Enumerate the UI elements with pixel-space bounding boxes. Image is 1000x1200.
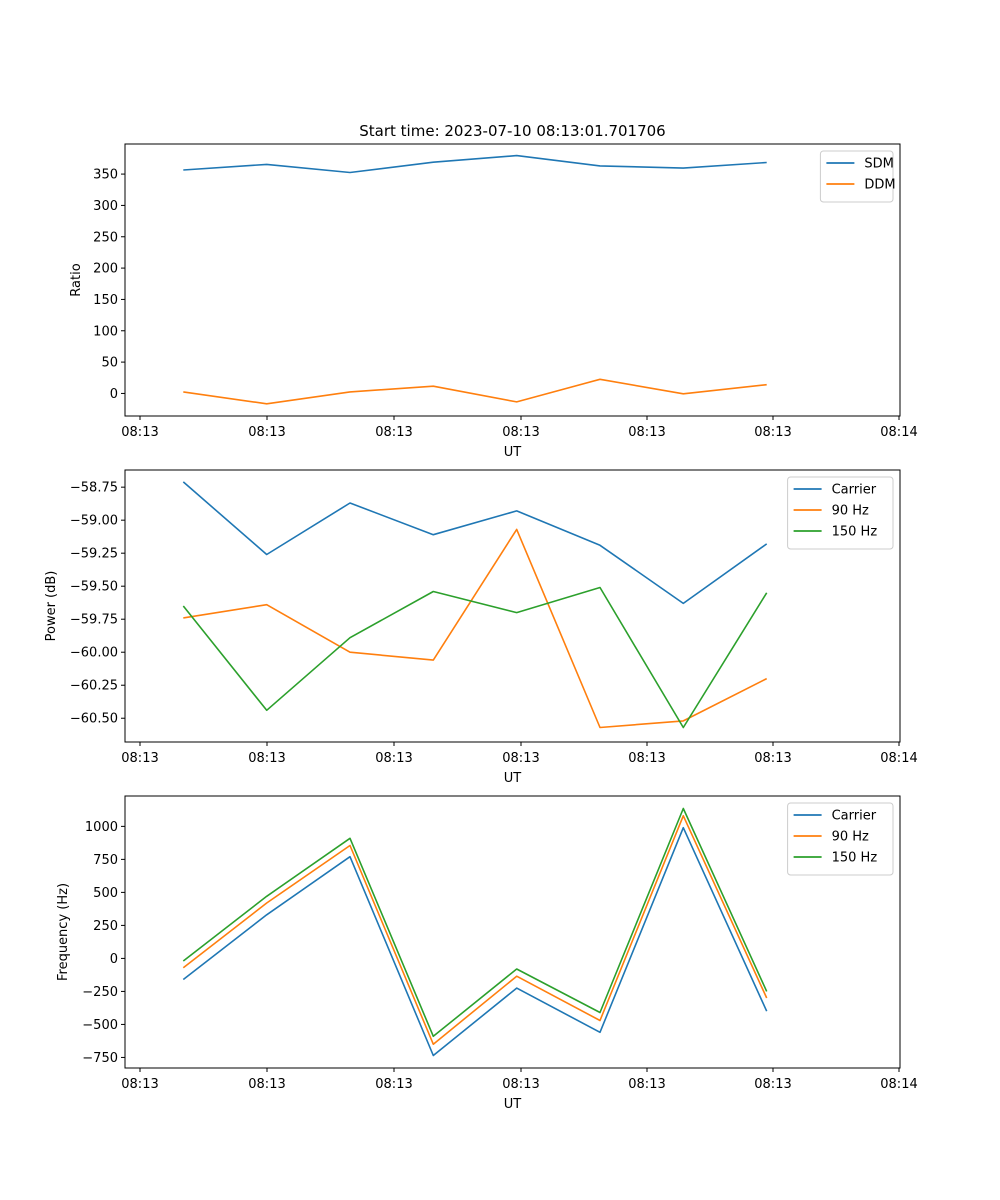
- power-y-axis-label: Power (dB): [44, 571, 59, 642]
- power-y-ticks: −60.50 −60.25 −60.00 −59.75 −59.50 −59.25 −59.…: [70, 481, 125, 727]
- frequency-y-tick-label: 0: [110, 952, 118, 967]
- frequency-x-tick-label: 08:13: [754, 1077, 791, 1092]
- power-x-tick-label: 08:13: [121, 751, 158, 766]
- figure-title: Start time: 2023-07-10 08:13:01.701706: [359, 122, 665, 140]
- ratio-x-tick-label: 08:13: [248, 425, 285, 440]
- frequency-x-tick-label: 08:13: [248, 1077, 285, 1092]
- power-plot-frame: [124, 469, 901, 743]
- power-y-tick-label: −59.25: [70, 547, 118, 562]
- ratio-x-ticks: 08:13 08:13 08:13 08:13 08:13 08:13 08:14: [121, 416, 918, 440]
- power-x-tick-label: 08:13: [502, 751, 539, 766]
- power-x-tick-label: 08:13: [375, 751, 412, 766]
- ratio-x-tick-label: 08:13: [375, 425, 412, 440]
- frequency-legend-label: 90 Hz: [832, 830, 869, 845]
- frequency-y-ticks: −750 −500 −250 0 250 500 750 1000: [82, 820, 125, 1066]
- ratio-legend-label: DDM: [864, 178, 895, 193]
- power-x-tick-label: 08:13: [628, 751, 665, 766]
- frequency-series-line-150-hz: [182, 807, 768, 1038]
- power-series-line-carrier: [182, 481, 768, 605]
- frequency-y-tick-label: 750: [93, 853, 118, 868]
- frequency-series-line-90-hz: [182, 814, 768, 1045]
- power-y-tick-label: −59.50: [70, 580, 118, 595]
- ratio-y-tick-label: 50: [101, 356, 118, 371]
- ratio-x-tick-label: 08:13: [502, 425, 539, 440]
- power-y-tick-label: −60.25: [70, 679, 118, 694]
- frequency-y-tick-label: −500: [82, 1018, 118, 1033]
- power-legend-label: 90 Hz: [832, 504, 869, 519]
- ratio-series-line-sdm: [183, 154, 767, 174]
- power-x-tick-label: 08:13: [754, 751, 791, 766]
- ratio-y-tick-label: 150: [93, 293, 118, 308]
- power-x-axis-label: UT: [504, 771, 522, 786]
- power-legend-label: Carrier: [832, 483, 877, 498]
- frequency-y-tick-label: 500: [93, 886, 118, 901]
- frequency-x-ticks: 08:13 08:13 08:13 08:13 08:13 08:13 08:14: [121, 1068, 918, 1092]
- ratio-y-tick-label: 300: [93, 199, 118, 214]
- ratio-legend: SDM DDM: [819, 150, 896, 203]
- ratio-x-axis-label: UT: [504, 445, 522, 460]
- frequency-legend-label: 150 Hz: [832, 851, 878, 866]
- frequency-y-tick-label: 1000: [85, 820, 118, 835]
- power-x-ticks: 08:13 08:13 08:13 08:13 08:13 08:13 08:14: [121, 742, 918, 766]
- power-y-tick-label: −58.75: [70, 481, 118, 496]
- power-x-tick-label: 08:14: [880, 751, 917, 766]
- ratio-x-tick-label: 08:13: [754, 425, 791, 440]
- frequency-legend: Carrier 90 Hz 150 Hz: [787, 802, 894, 876]
- frequency-legend-label: Carrier: [832, 809, 877, 824]
- ratio-x-tick-label: 08:14: [880, 425, 917, 440]
- frequency-y-axis-label: Frequency (Hz): [56, 883, 71, 981]
- power-x-tick-label: 08:13: [248, 751, 285, 766]
- ratio-x-tick-label: 08:13: [628, 425, 665, 440]
- frequency-series-line-carrier: [182, 826, 768, 1057]
- power-y-tick-label: −59.00: [70, 514, 118, 529]
- frequency-x-tick-label: 08:13: [375, 1077, 412, 1092]
- frequency-y-tick-label: 250: [93, 919, 118, 934]
- ratio-y-ticks: 0 50 100 150 200 250 300 350: [93, 168, 125, 402]
- frequency-series: [182, 807, 768, 1057]
- ratio-series-line-ddm: [183, 378, 767, 405]
- ratio-x-tick-label: 08:13: [121, 425, 158, 440]
- frequency-x-tick-label: 08:13: [121, 1077, 158, 1092]
- frequency-y-tick-label: −750: [82, 1051, 118, 1066]
- power-y-tick-label: −60.00: [70, 646, 118, 661]
- panel-power: −60.50 −60.25 −60.00 −59.75 −59.50 −59.25 −59.…: [44, 469, 918, 786]
- frequency-x-axis-label: UT: [504, 1097, 522, 1112]
- ratio-plot-frame: [124, 143, 901, 417]
- power-y-tick-label: −59.75: [70, 613, 118, 628]
- power-legend-label: 150 Hz: [832, 525, 878, 540]
- frequency-x-tick-label: 08:13: [502, 1077, 539, 1092]
- ratio-series: [183, 154, 767, 405]
- ratio-y-tick-label: 100: [93, 324, 118, 339]
- frequency-x-tick-label: 08:13: [628, 1077, 665, 1092]
- ratio-y-tick-label: 350: [93, 168, 118, 183]
- ratio-y-tick-label: 0: [110, 387, 118, 402]
- power-series-line-90-hz: [183, 528, 768, 729]
- frequency-x-tick-label: 08:14: [880, 1077, 917, 1092]
- ratio-y-tick-label: 200: [93, 262, 118, 277]
- ratio-legend-label: SDM: [864, 157, 893, 172]
- power-legend: Carrier 90 Hz 150 Hz: [787, 476, 894, 550]
- ratio-y-axis-label: Ratio: [69, 263, 84, 296]
- power-series: [182, 481, 768, 729]
- frequency-plot-frame: [124, 795, 901, 1069]
- power-y-tick-label: −60.50: [70, 712, 118, 727]
- frequency-y-tick-label: −250: [82, 985, 118, 1000]
- ratio-y-tick-label: 250: [93, 230, 118, 245]
- power-series-line-150-hz: [182, 586, 768, 729]
